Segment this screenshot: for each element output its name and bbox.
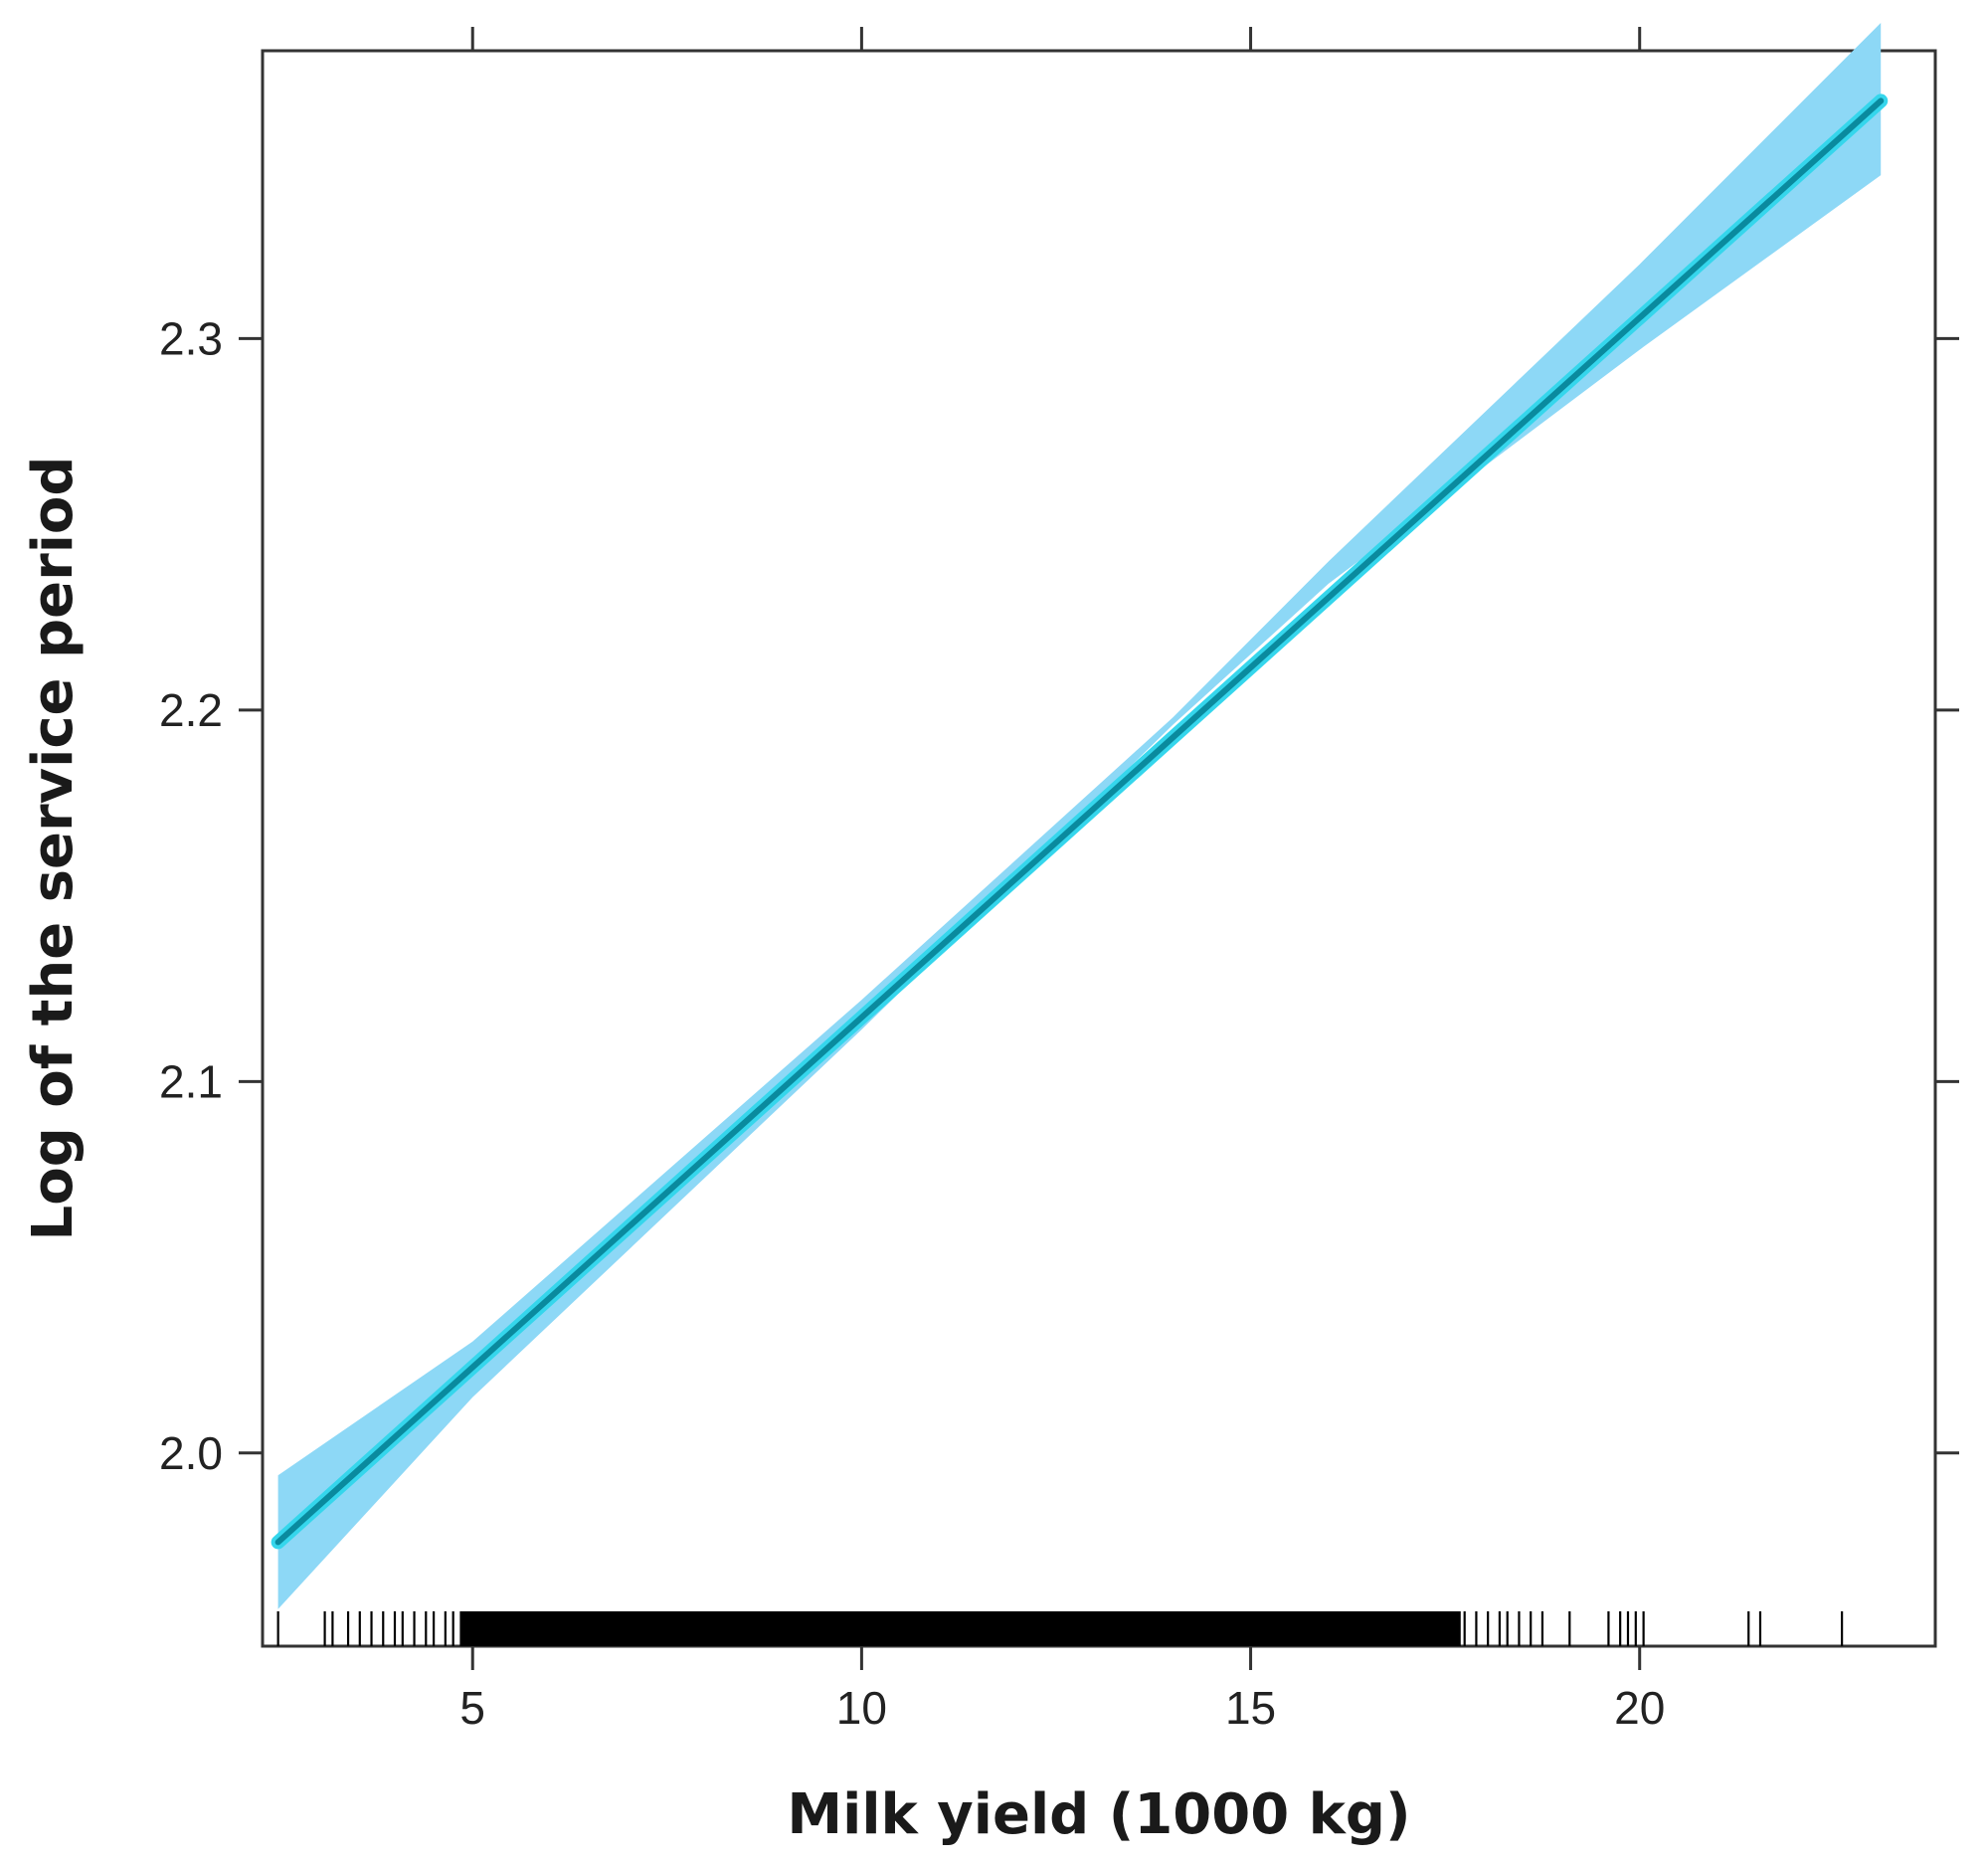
y-tick-label: 2.1 bbox=[159, 1055, 223, 1107]
y-tick-label: 2.0 bbox=[159, 1427, 223, 1479]
x-tick-label: 5 bbox=[459, 1682, 485, 1734]
x-tick-label: 20 bbox=[1614, 1682, 1665, 1734]
y-tick-label: 2.3 bbox=[159, 312, 223, 364]
fit-line bbox=[274, 97, 1885, 1546]
rug-dense-block bbox=[460, 1611, 1461, 1646]
x-axis-title: Milk yield (1000 kg) bbox=[787, 1782, 1410, 1847]
x-tick-label: 10 bbox=[836, 1682, 887, 1734]
y-tick-label: 2.2 bbox=[159, 684, 223, 736]
y-axis-title: Log of the service period bbox=[21, 457, 86, 1241]
x-tick-label: 15 bbox=[1225, 1682, 1276, 1734]
